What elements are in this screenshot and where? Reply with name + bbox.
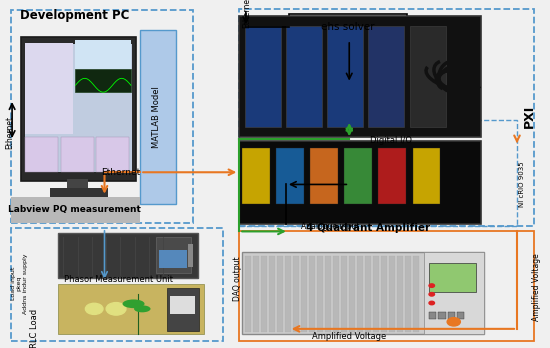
Bar xyxy=(277,256,283,332)
Bar xyxy=(96,137,129,172)
Bar xyxy=(324,256,331,332)
Bar xyxy=(188,244,192,267)
Bar xyxy=(67,179,88,190)
Circle shape xyxy=(429,301,434,305)
Text: Ethernet: Ethernet xyxy=(101,168,141,177)
Bar xyxy=(11,10,192,223)
Bar xyxy=(365,256,371,332)
Bar xyxy=(381,256,387,332)
Bar xyxy=(405,256,411,332)
Bar xyxy=(11,197,140,223)
Bar xyxy=(167,288,199,331)
Text: ehs solver: ehs solver xyxy=(321,22,375,32)
Bar xyxy=(378,148,406,204)
Bar xyxy=(373,256,379,332)
Bar xyxy=(156,237,191,273)
Text: MATLAB Model: MATLAB Model xyxy=(152,86,161,148)
Circle shape xyxy=(429,284,434,287)
Bar xyxy=(301,256,307,332)
Bar xyxy=(50,188,108,197)
Bar xyxy=(327,26,363,127)
Bar xyxy=(424,252,484,334)
Bar xyxy=(448,312,455,319)
Text: DAQ output: DAQ output xyxy=(233,256,242,301)
Bar xyxy=(412,148,440,204)
Bar xyxy=(429,312,436,319)
Bar xyxy=(389,256,395,332)
Text: Development PC: Development PC xyxy=(20,9,129,22)
Bar xyxy=(25,137,58,172)
Text: Amplified Voltage: Amplified Voltage xyxy=(532,253,541,321)
Bar xyxy=(242,148,270,204)
Bar xyxy=(140,30,176,204)
Text: NI cRIO 9035: NI cRIO 9035 xyxy=(520,161,525,207)
Bar xyxy=(75,69,131,92)
Circle shape xyxy=(85,303,103,315)
Bar xyxy=(317,256,323,332)
Bar xyxy=(239,231,534,341)
Bar xyxy=(344,148,372,204)
Bar xyxy=(25,44,73,134)
Bar xyxy=(293,256,299,332)
Bar xyxy=(239,120,517,226)
Bar xyxy=(457,312,464,319)
Bar xyxy=(239,141,481,224)
Bar xyxy=(269,256,275,332)
Circle shape xyxy=(106,302,126,315)
Bar xyxy=(245,26,280,127)
Bar xyxy=(397,256,403,332)
Bar xyxy=(261,256,267,332)
Bar xyxy=(438,312,446,319)
Bar xyxy=(289,14,407,40)
Bar xyxy=(170,296,195,314)
Bar xyxy=(75,40,131,92)
Bar xyxy=(25,44,132,172)
Text: PXI: PXI xyxy=(522,105,536,128)
Bar xyxy=(341,256,347,332)
Bar xyxy=(60,137,94,172)
Bar xyxy=(276,148,304,204)
Text: Amplified Voltage: Amplified Voltage xyxy=(312,332,386,341)
Bar xyxy=(253,256,259,332)
Bar xyxy=(357,256,363,332)
Bar xyxy=(58,284,204,334)
Bar xyxy=(412,256,419,332)
Text: RLC Load: RLC Load xyxy=(30,309,39,348)
Bar xyxy=(429,263,476,292)
Bar xyxy=(245,256,251,332)
Bar xyxy=(309,256,315,332)
Bar xyxy=(239,16,481,137)
Text: Labview PQ measurement: Labview PQ measurement xyxy=(8,205,141,214)
Bar xyxy=(333,256,339,332)
Bar xyxy=(239,9,534,226)
Text: Ethernet: Ethernet xyxy=(6,116,14,149)
Text: Load input
pkeq
Addns indur supply: Load input pkeq Addns indur supply xyxy=(11,253,28,314)
Text: Analogue input: Analogue input xyxy=(301,222,359,231)
Bar xyxy=(285,256,291,332)
Ellipse shape xyxy=(134,306,151,313)
Bar xyxy=(11,228,223,341)
Text: Digital I/O: Digital I/O xyxy=(370,136,411,145)
Bar xyxy=(286,26,322,127)
Bar xyxy=(410,26,446,127)
Bar xyxy=(310,148,338,204)
Bar xyxy=(21,37,136,181)
Circle shape xyxy=(429,293,434,296)
Text: Phasor Measurement Unit: Phasor Measurement Unit xyxy=(64,275,173,284)
Text: Ethernet: Ethernet xyxy=(242,0,251,28)
Text: 4 Quadrant Amplifier: 4 Quadrant Amplifier xyxy=(306,223,431,232)
Ellipse shape xyxy=(123,299,145,308)
Circle shape xyxy=(447,318,460,326)
Bar xyxy=(58,233,198,278)
Bar xyxy=(349,256,355,332)
Bar xyxy=(368,26,404,127)
Bar xyxy=(242,252,484,334)
Bar xyxy=(159,250,187,268)
